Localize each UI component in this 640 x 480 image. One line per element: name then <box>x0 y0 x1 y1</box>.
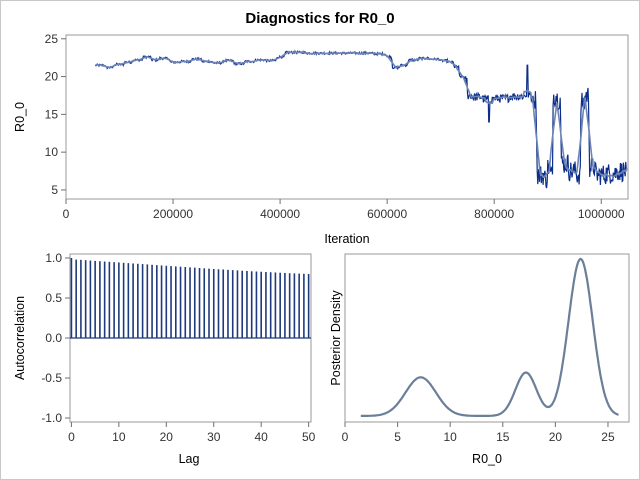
trace-x-tick-label: 1000000 <box>578 207 625 221</box>
acf-y-tick-label: 1.0 <box>45 251 62 265</box>
acf-x-tick-label: 30 <box>207 430 221 444</box>
trace-x-tick-label: 0 <box>63 207 70 221</box>
trace-y-axis: 5 10 15 20 25 <box>45 32 66 197</box>
trace-line-samples <box>94 49 628 189</box>
density-plot-area <box>344 253 630 423</box>
acf-y-tick-label: 0.5 <box>45 291 62 305</box>
trace-line-smoothed <box>95 51 628 179</box>
trace-x-tick-label: 600000 <box>367 207 407 221</box>
acf-x-tick-label: 50 <box>302 430 316 444</box>
density-series <box>360 257 619 417</box>
trace-plot-area <box>65 34 629 200</box>
density-y-axis-label: Posterior Density <box>329 290 343 386</box>
trace-x-axis-label: Iteration <box>324 232 369 246</box>
density-plot-panel: 0 5 10 15 20 25 R0_0 Posterior Density <box>329 253 630 466</box>
acf-plot-panel: -1.0 -0.5 0.0 0.5 1.0 0 10 20 30 40 50 Lag Autoco… <box>13 251 316 466</box>
acf-y-axis: -1.0 -0.5 0.0 0.5 1.0 <box>41 251 70 425</box>
acf-x-axis: 0 10 20 30 40 50 <box>68 422 316 444</box>
trace-series <box>94 49 628 189</box>
trace-y-tick-label: 25 <box>45 32 59 46</box>
acf-x-tick-label: 20 <box>160 430 174 444</box>
density-x-axis-label: R0_0 <box>472 452 502 466</box>
trace-x-axis: 0 200000 400000 600000 800000 1000000 <box>63 199 625 221</box>
trace-x-tick-label: 200000 <box>153 207 193 221</box>
trace-y-axis-label: R0_0 <box>13 102 27 132</box>
density-x-axis: 0 5 10 15 20 25 <box>342 422 615 444</box>
acf-y-axis-label: Autocorrelation <box>13 296 27 380</box>
density-x-tick-label: 20 <box>549 430 563 444</box>
trace-y-tick-label: 20 <box>45 70 59 84</box>
trace-y-tick-label: 5 <box>51 183 58 197</box>
density-x-tick-label: 15 <box>496 430 510 444</box>
acf-x-tick-label: 0 <box>68 430 75 444</box>
trace-y-tick-label: 15 <box>45 107 59 121</box>
trace-plot-panel: 5 10 15 20 25 0 200000 400000 600000 800000 10000… <box>13 32 629 246</box>
trace-x-tick-label: 400000 <box>260 207 300 221</box>
density-x-tick-label: 25 <box>601 430 615 444</box>
acf-y-tick-label: -1.0 <box>41 411 62 425</box>
density-x-tick-label: 10 <box>444 430 458 444</box>
acf-bars <box>70 258 311 339</box>
acf-x-axis-label: Lag <box>179 452 200 466</box>
chart-title: Diagnostics for R0_0 <box>245 10 395 27</box>
density-x-tick-label: 0 <box>342 430 349 444</box>
trace-y-tick-label: 10 <box>45 145 59 159</box>
acf-y-tick-label: 0.0 <box>45 331 62 345</box>
acf-x-tick-label: 40 <box>255 430 269 444</box>
acf-y-tick-label: -0.5 <box>41 371 62 385</box>
trace-x-tick-label: 800000 <box>474 207 514 221</box>
density-x-tick-label: 5 <box>394 430 401 444</box>
acf-x-tick-label: 10 <box>112 430 126 444</box>
density-curve-line <box>360 257 619 417</box>
